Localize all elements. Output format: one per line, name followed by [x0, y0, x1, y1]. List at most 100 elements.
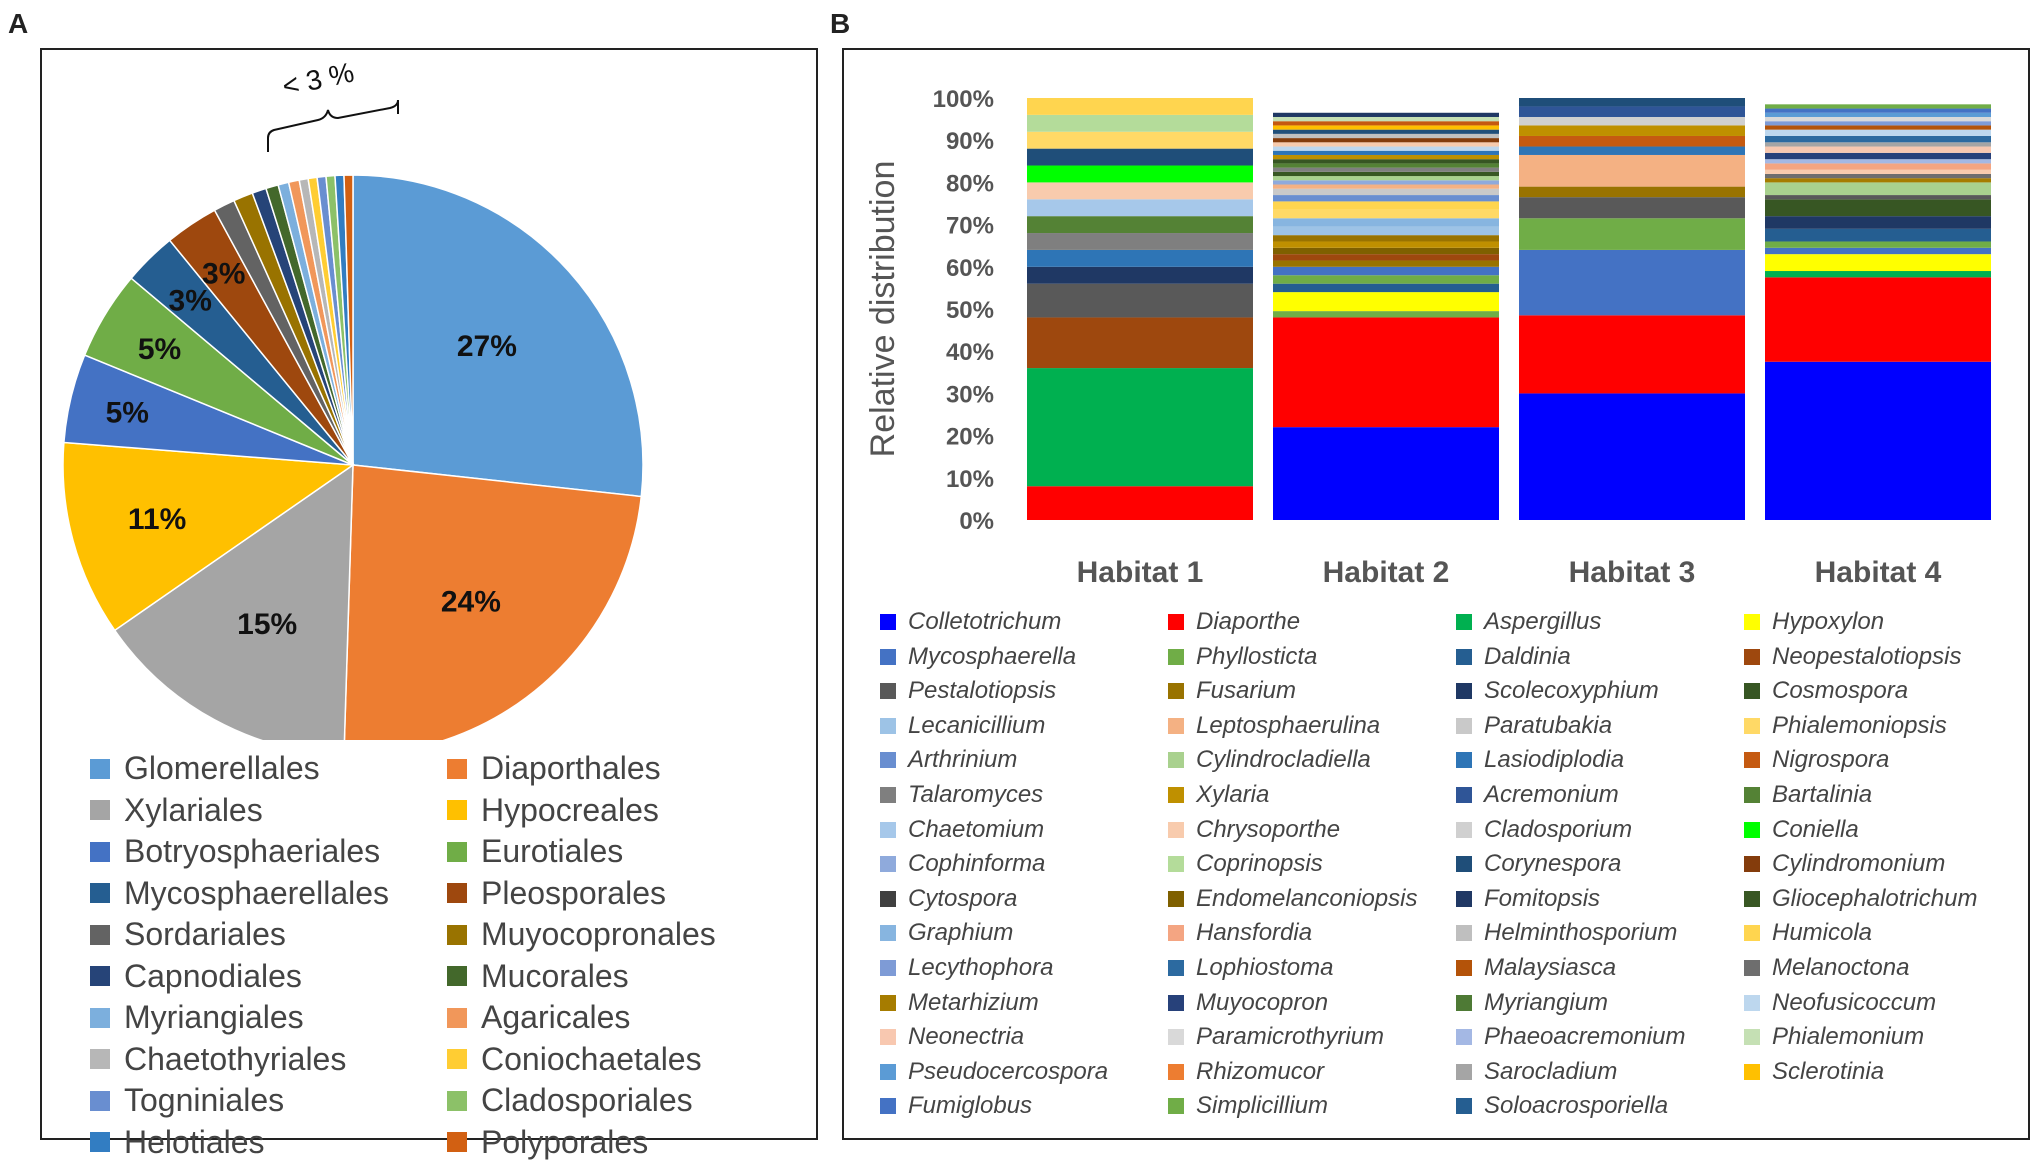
bar-segment-lasiodiplodia	[1027, 249, 1253, 267]
legend-swatch	[1744, 960, 1760, 976]
legend-item-polyporales: Polyporales	[447, 1124, 648, 1161]
legend-item-lasiodiplodia: Lasiodiplodia	[1456, 746, 1624, 774]
legend-label: Coprinopsis	[1196, 850, 1323, 878]
y-tick-label: 60%	[946, 255, 994, 282]
legend-swatch	[90, 1007, 110, 1028]
legend-item-cylindrocladiella: Cylindrocladiella	[1168, 746, 1371, 774]
legend-label: Hansfordia	[1196, 919, 1313, 947]
legend-item-paratubakia: Paratubakia	[1456, 712, 1612, 740]
legend-swatch	[880, 856, 896, 873]
legend-item-sclerotinia: Sclerotinia	[1744, 1058, 1884, 1086]
legend-label: Lasiodiplodia	[1484, 746, 1625, 774]
legend-label: Phialemoniopsis	[1772, 711, 1947, 739]
legend-item-aspergillus: Aspergillus	[1456, 608, 1601, 636]
legend-label: Bartalinia	[1772, 781, 1873, 808]
legend-item-paramicrothyrium: Paramicrothyrium	[1168, 1023, 1384, 1051]
y-tick-label: 50%	[946, 297, 994, 324]
legend-swatch	[1744, 994, 1760, 1011]
legend-label: Myriangiales	[124, 999, 304, 1035]
legend-label: Cylindrocladiella	[1196, 746, 1371, 774]
legend-item-chrysoporthe: Chrysoporthe	[1168, 816, 1340, 844]
legend-label: Eurotiales	[481, 833, 624, 869]
legend-swatch	[90, 1132, 110, 1152]
legend-swatch	[1456, 856, 1472, 873]
legend-swatch	[1456, 994, 1472, 1011]
y-tick-label: 20%	[946, 424, 994, 451]
legend-item-fomitopsis: Fomitopsis	[1456, 885, 1600, 913]
bar-segment-daldinia	[1765, 228, 1991, 242]
bar-segment-pseudocercospora	[1765, 112, 1991, 117]
legend-label: Rhizomucor	[1196, 1057, 1325, 1085]
y-tick-label: 30%	[946, 381, 994, 408]
bar-segment-xylaria	[1273, 154, 1499, 160]
legend-swatch	[447, 1049, 467, 1069]
legend-label: Chaetomium	[908, 815, 1045, 843]
stacked-bar-chart: 0% 10% 20% 30% 40% 50% 60% 70% 80% 90% 100% Relativ…	[864, 86, 1991, 589]
legend-item-fusarium: Fusarium	[1168, 677, 1296, 705]
legend-swatch	[1168, 614, 1184, 630]
legend-item-myriangiales: Myriangiales	[90, 999, 304, 1036]
bar-segment-hypoxylon	[1273, 292, 1499, 312]
bar-segment-nigrospora	[1519, 135, 1745, 147]
legend-swatch	[1168, 787, 1184, 803]
bar-segment-hypoxylon	[1765, 254, 1991, 272]
bar-segment-xylaria	[1519, 125, 1745, 136]
legend-item-chaetothyriales: Chaetothyriales	[90, 1041, 346, 1078]
bar-segment-nigrospora	[1273, 121, 1499, 126]
bar-segment-cophinforma	[1273, 180, 1499, 185]
legend-label: Scolecoxyphium	[1484, 677, 1659, 705]
legend-swatch	[90, 800, 110, 820]
bar-segment-xylaria	[1273, 241, 1499, 248]
legend-label: Cylindromonium	[1772, 850, 1946, 878]
x-tick-label: Habitat 3	[1569, 556, 1696, 589]
legend-label: Capnodiales	[124, 957, 302, 994]
legend-label: Diaporthales	[481, 750, 661, 786]
legend-swatch	[447, 1132, 467, 1152]
bar-segment-aspergillus	[1765, 271, 1991, 278]
bar-segment-leptosphaerulina	[1273, 184, 1499, 189]
legend-swatch	[447, 966, 467, 986]
legend-item-hypoxylon: Hypoxylon	[1744, 608, 1884, 636]
bar-segment-chrysoporthe	[1027, 182, 1253, 200]
legend-label: Colletotrichum	[908, 608, 1062, 635]
legend-label: Acremonium	[1484, 781, 1619, 808]
legend-swatch	[880, 683, 896, 700]
pie-slice-diaporthales	[343, 464, 643, 740]
legend-item-mucorales: Mucorales	[447, 958, 629, 995]
legend-item-eurotiales: Eurotiales	[447, 833, 623, 870]
legend-label: Corynespora	[1484, 850, 1622, 878]
legend-item-talaromyces: Talaromyces	[880, 781, 1043, 809]
bar-segment-colletotrichum	[1765, 361, 1991, 520]
legend-item-cophinforma: Cophinforma	[880, 850, 1045, 878]
legend-label: Glomerellales	[124, 750, 320, 786]
legend-swatch	[1168, 925, 1184, 942]
legend-item-hansfordia: Hansfordia	[1168, 919, 1312, 947]
legend-label: Phyllosticta	[1196, 642, 1318, 670]
bar-segment-coprinopsis	[1027, 114, 1253, 132]
legend-swatch	[880, 752, 896, 769]
legend-label: Gliocephalotrichum	[1772, 884, 1978, 912]
legend-swatch	[1456, 1098, 1472, 1115]
panel-b-label: B	[830, 8, 851, 39]
legend-label: Mycosphaerella	[908, 642, 1077, 670]
legend-item-bartalinia: Bartalinia	[1744, 781, 1872, 809]
y-axis-label: Relative distribution	[864, 161, 902, 458]
bar-segment-chrysoporthe	[1765, 169, 1991, 174]
legend-item-pestalotiopsis: Pestalotiopsis	[880, 677, 1056, 705]
bar-segment-endomelanconiopsis	[1273, 247, 1499, 255]
legend-swatch	[1744, 1029, 1760, 1046]
legend-item-phialemoniopsis: Phialemoniopsis	[1744, 712, 1947, 740]
legend-label: Fumiglobus	[908, 1092, 1033, 1120]
y-tick-label: 90%	[946, 128, 994, 155]
bar-segment-acremonium	[1519, 106, 1745, 117]
legend-label: Leptosphaerulina	[1196, 711, 1381, 739]
legend-swatch	[1456, 925, 1472, 942]
legend-swatch	[447, 924, 467, 945]
bar-segment-scolecoxyphium	[1765, 216, 1991, 229]
bar-segment-muyocopron	[1765, 152, 1991, 160]
legend-label: Metarhizium	[908, 988, 1039, 1016]
bar-segment-colletotrichum	[1273, 427, 1499, 520]
legend-item-agaricales: Agaricales	[447, 999, 630, 1036]
legend-label: Helminthosporium	[1484, 919, 1678, 947]
legend-swatch	[1744, 614, 1760, 630]
